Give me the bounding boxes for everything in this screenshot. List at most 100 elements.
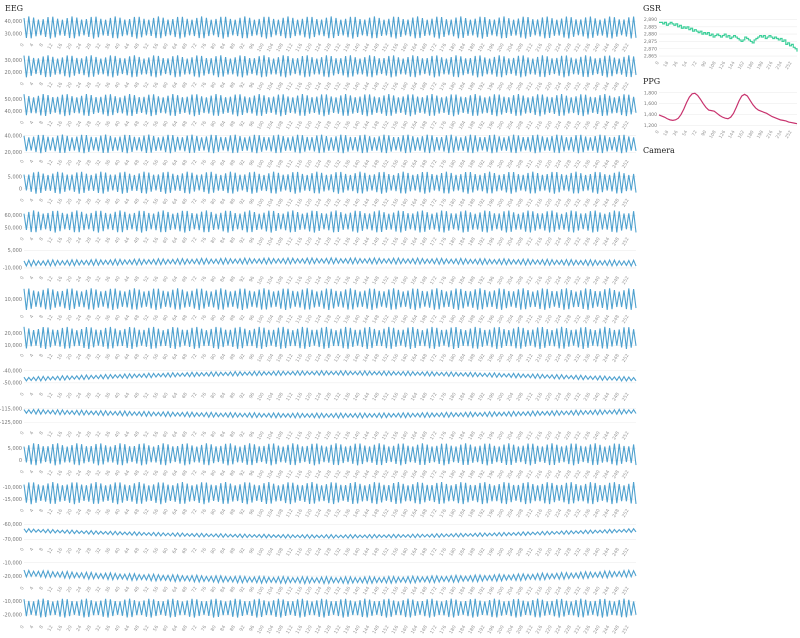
eeg-x-tick-label: 88 xyxy=(229,81,237,89)
eeg-series-line xyxy=(23,568,637,586)
eeg-x-tick-label: 28 xyxy=(85,198,93,206)
eeg-x-tick-label: 128 xyxy=(323,430,333,441)
eeg-x-tick-label: 112 xyxy=(285,353,295,364)
eeg-x-tick-label: 92 xyxy=(238,236,246,244)
eeg-x-tick-label: 176 xyxy=(439,236,449,247)
eeg-x-tick-label: 236 xyxy=(583,236,593,247)
eeg-x-tick-label: 152 xyxy=(381,236,391,247)
eeg-x-tick-label: 208 xyxy=(515,469,525,480)
eeg-x-tick-label: 212 xyxy=(525,198,535,209)
eeg-x-tick-label: 76 xyxy=(200,586,208,594)
eeg-x-tick-label: 100 xyxy=(256,430,266,441)
gsr-x-tick-label: 36 xyxy=(672,60,680,68)
eeg-x-tick-label: 40 xyxy=(114,120,122,128)
eeg-x-tick-label: 136 xyxy=(343,236,353,247)
eeg-x-tick-label: 188 xyxy=(467,159,477,170)
eeg-series-line xyxy=(23,369,637,383)
eeg-x-tick-label: 8 xyxy=(38,586,45,592)
eeg-x-tick-label: 148 xyxy=(371,275,381,286)
eeg-x-tick-label: 168 xyxy=(419,430,429,441)
eeg-x-tick-label: 80 xyxy=(210,430,218,438)
eeg-x-tick-label: 68 xyxy=(181,120,189,128)
eeg-x-tick-label: 196 xyxy=(487,430,497,441)
eeg-x-tick-label: 40 xyxy=(114,198,122,206)
eeg-x-tick-label: 164 xyxy=(410,120,420,131)
eeg-x-tick-label: 84 xyxy=(219,120,227,128)
eeg-x-tick-label: 208 xyxy=(515,314,525,325)
eeg-x-tick-label: 68 xyxy=(181,159,189,167)
eeg-x-tick-label: 76 xyxy=(200,392,208,400)
eeg-x-tick-label: 240 xyxy=(592,469,602,480)
eeg-x-tick-label: 116 xyxy=(295,508,305,519)
eeg-x-tick-label: 20 xyxy=(66,42,74,50)
eeg-x-tick-label: 176 xyxy=(439,42,449,53)
eeg-x-tick-label: 188 xyxy=(467,198,477,209)
eeg-x-tick-label: 4 xyxy=(29,159,36,165)
eeg-x-tick-label: 156 xyxy=(391,120,401,131)
eeg-x-tick-label: 124 xyxy=(314,159,324,170)
eeg-x-tick-label: 188 xyxy=(467,275,477,286)
eeg-x-tick-label: 232 xyxy=(573,392,583,403)
eeg-x-tick-label: 252 xyxy=(621,198,631,209)
gsr-x-tick-label: 180 xyxy=(746,60,755,70)
ppg-x-tick-label: 126 xyxy=(718,129,727,139)
gsr-x-tick-label: 162 xyxy=(737,60,746,70)
eeg-x-tick-label: 236 xyxy=(583,314,593,325)
eeg-x-tick-label: 100 xyxy=(256,42,266,53)
eeg-x-tick-label: 188 xyxy=(467,314,477,325)
eeg-x-tick-label: 164 xyxy=(410,586,420,597)
eeg-x-tick-label: 16 xyxy=(56,236,64,244)
eeg-x-tick-label: 120 xyxy=(304,624,314,635)
eeg-x-tick-label: 248 xyxy=(611,392,621,403)
eeg-x-tick-label: 48 xyxy=(133,120,141,128)
eeg-x-tick-label: 112 xyxy=(285,236,295,247)
eeg-x-tick-label: 76 xyxy=(200,159,208,167)
eeg-x-tick-label: 56 xyxy=(152,392,160,400)
eeg-x-tick-label: 20 xyxy=(66,81,74,89)
eeg-x-tick-label: 60 xyxy=(162,198,170,206)
eeg-x-tick-label: 212 xyxy=(525,120,535,131)
eeg-x-tick-label: 224 xyxy=(554,353,564,364)
gsr-x-tick-label: 18 xyxy=(662,60,670,68)
eeg-x-tick-label: 32 xyxy=(94,42,102,50)
eeg-x-tick-label: 160 xyxy=(400,236,410,247)
eeg-x-tick-label: 148 xyxy=(371,120,381,131)
eeg-x-tick-label: 216 xyxy=(535,430,545,441)
eeg-x-tick-label: 136 xyxy=(343,586,353,597)
eeg-x-tick-label: 148 xyxy=(371,314,381,325)
eeg-x-tick-label: 28 xyxy=(85,353,93,361)
eeg-x-tick-label: 36 xyxy=(104,236,112,244)
eeg-x-tick-label: 92 xyxy=(238,198,246,206)
eeg-x-tick-label: 108 xyxy=(275,624,285,635)
eeg-x-tick-label: 244 xyxy=(602,159,612,170)
eeg-x-tick-label: 176 xyxy=(439,508,449,519)
eeg-x-tick-label: 172 xyxy=(429,469,439,480)
eeg-x-tick-label: 128 xyxy=(323,120,333,131)
eeg-x-tick-label: 120 xyxy=(304,353,314,364)
eeg-x-tick-label: 204 xyxy=(506,624,516,635)
eeg-x-tick-label: 252 xyxy=(621,314,631,325)
eeg-x-tick-label: 184 xyxy=(458,430,468,441)
eeg-x-tick-label: 84 xyxy=(219,392,227,400)
eeg-x-tick-label: 148 xyxy=(371,392,381,403)
eeg-x-tick-label: 128 xyxy=(323,624,333,635)
eeg-x-tick-label: 28 xyxy=(85,430,93,438)
eeg-x-tick-label: 64 xyxy=(171,159,179,167)
eeg-x-tick-label: 124 xyxy=(314,81,324,92)
eeg-x-tick-label: 140 xyxy=(352,430,362,441)
eeg-x-tick-label: 160 xyxy=(400,624,410,635)
eeg-x-tick-label: 88 xyxy=(229,314,237,322)
eeg-x-tick-label: 72 xyxy=(190,42,198,50)
eeg-x-tick-label: 64 xyxy=(171,508,179,516)
eeg-x-tick-label: 28 xyxy=(85,586,93,594)
eeg-x-tick-label: 48 xyxy=(133,42,141,50)
eeg-x-tick-label: 148 xyxy=(371,198,381,209)
eeg-x-tick-label: 12 xyxy=(46,81,54,89)
eeg-x-tick-label: 92 xyxy=(238,508,246,516)
eeg-x-tick-label: 32 xyxy=(94,81,102,89)
eeg-x-tick-label: 228 xyxy=(563,547,573,558)
eeg-x-tick-label: 28 xyxy=(85,236,93,244)
eeg-x-tick-label: 68 xyxy=(181,236,189,244)
